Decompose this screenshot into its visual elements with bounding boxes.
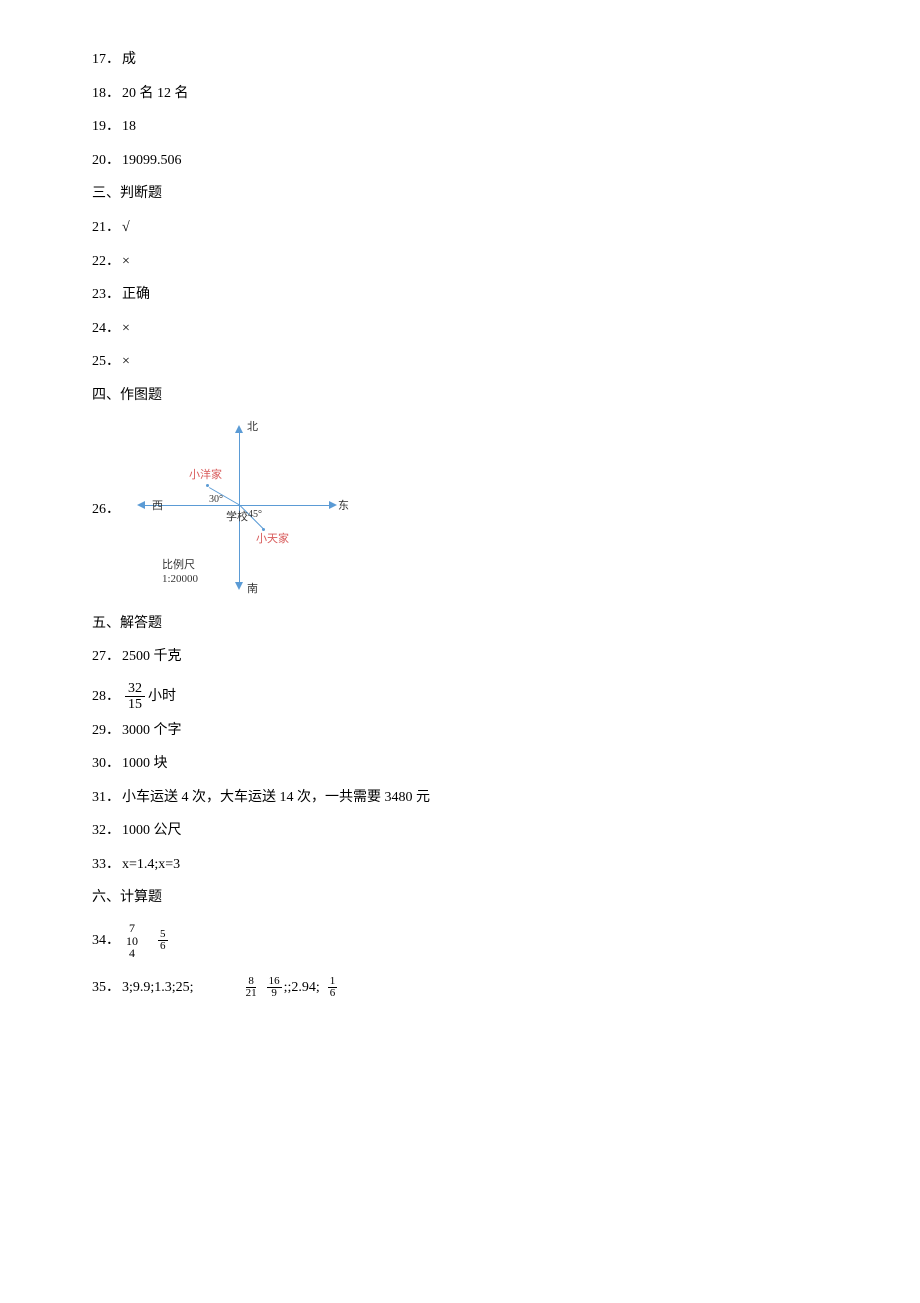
answer-text: 19099.506 bbox=[122, 151, 182, 171]
answer-num: 31． bbox=[92, 788, 120, 808]
answer-num: 30． bbox=[92, 754, 120, 774]
answer-text: 2500 千克 bbox=[122, 647, 182, 667]
arrow-east-icon bbox=[329, 501, 337, 509]
answer-25: 25． × bbox=[92, 352, 920, 372]
fraction-35b: 16 9 bbox=[267, 976, 282, 1000]
answer-17: 17． 成 bbox=[92, 50, 920, 70]
answer-text: 20 名 12 名 bbox=[122, 84, 189, 104]
answer-29: 29． 3000 个字 bbox=[92, 721, 920, 741]
answer-num: 22． bbox=[92, 252, 120, 272]
section-3-title: 三、判断题 bbox=[92, 184, 920, 204]
answer-text: 3000 个字 bbox=[122, 721, 182, 741]
fraction-denominator: 6 bbox=[158, 941, 168, 953]
label-house1: 小洋家 bbox=[189, 468, 222, 483]
answer-text: × bbox=[122, 319, 130, 339]
answer-text: 1000 块 bbox=[122, 754, 168, 774]
label-south: 南 bbox=[247, 582, 258, 597]
dot-house1 bbox=[206, 484, 209, 487]
fraction-denominator: 15 bbox=[125, 697, 145, 712]
label-north: 北 bbox=[247, 420, 258, 435]
fraction-35c: 1 6 bbox=[328, 976, 338, 1000]
answer-28: 28． 32 15 小时 bbox=[92, 681, 920, 713]
answer-text: 成 bbox=[122, 50, 136, 70]
answer-num: 32． bbox=[92, 821, 120, 841]
answer-num: 33． bbox=[92, 855, 120, 875]
answer-34: 34． 7 10 4 5 6 bbox=[92, 922, 920, 960]
answer-num: 20． bbox=[92, 151, 120, 171]
answer-text: × bbox=[122, 252, 130, 272]
arrow-north-icon bbox=[235, 425, 243, 433]
answer-27: 27． 2500 千克 bbox=[92, 647, 920, 667]
section-4-title: 四、作图题 bbox=[92, 386, 920, 406]
answer-18: 18． 20 名 12 名 bbox=[92, 84, 920, 104]
dot-house2 bbox=[262, 528, 265, 531]
stacked-numbers: 7 10 4 bbox=[126, 922, 138, 960]
answer-22: 22． × bbox=[92, 252, 920, 272]
label-east: 东 bbox=[338, 499, 349, 514]
answer-num: 28． bbox=[92, 687, 120, 707]
answer-text: √ bbox=[122, 218, 130, 238]
stack-top: 7 bbox=[129, 922, 135, 935]
answer-text: 正确 bbox=[122, 285, 150, 305]
answer-24: 24． × bbox=[92, 319, 920, 339]
answer-text: 18 bbox=[122, 117, 136, 137]
answer-text-part1: 3;9.9;1.3;25; bbox=[122, 978, 194, 998]
answer-text-sep: ;;2.94; bbox=[284, 978, 320, 998]
answer-num: 23． bbox=[92, 285, 120, 305]
stack-bot: 4 bbox=[129, 947, 135, 960]
fraction-denominator: 9 bbox=[269, 988, 279, 1000]
fraction-28: 32 15 bbox=[125, 681, 145, 713]
answer-num: 27． bbox=[92, 647, 120, 667]
section-6-title: 六、计算题 bbox=[92, 888, 920, 908]
label-angle1: 30° bbox=[209, 493, 223, 507]
label-house2: 小天家 bbox=[256, 532, 289, 547]
answer-suffix: 小时 bbox=[148, 687, 176, 707]
answer-32: 32． 1000 公尺 bbox=[92, 821, 920, 841]
answer-26: 26． 北 南 东 西 学校 小洋家 小天家 30° 45° 比例尺 1:200… bbox=[92, 420, 920, 600]
answer-20: 20． 19099.506 bbox=[92, 151, 920, 171]
answer-num: 34． bbox=[92, 931, 120, 951]
label-scale-value: 1:20000 bbox=[162, 572, 198, 587]
fraction-34b: 5 6 bbox=[158, 929, 168, 953]
section-5-title: 五、解答题 bbox=[92, 614, 920, 634]
answer-text: 1000 公尺 bbox=[122, 821, 182, 841]
fraction-35a: 8 21 bbox=[244, 976, 259, 1000]
answer-text: 小车运送 4 次，大车运送 14 次，一共需要 3480 元 bbox=[122, 788, 430, 808]
answer-num: 24． bbox=[92, 319, 120, 339]
arrow-west-icon bbox=[137, 501, 145, 509]
arrow-south-icon bbox=[235, 582, 243, 590]
answer-num: 19． bbox=[92, 117, 120, 137]
answer-num: 21． bbox=[92, 218, 120, 238]
label-west: 西 bbox=[152, 499, 163, 514]
answer-num: 18． bbox=[92, 84, 120, 104]
fraction-numerator: 32 bbox=[125, 681, 145, 697]
answer-num: 25． bbox=[92, 352, 120, 372]
answer-19: 19． 18 bbox=[92, 117, 920, 137]
answer-num: 35． bbox=[92, 978, 120, 998]
label-angle2: 45° bbox=[248, 508, 262, 522]
answer-31: 31． 小车运送 4 次，大车运送 14 次，一共需要 3480 元 bbox=[92, 788, 920, 808]
answer-num: 17． bbox=[92, 50, 120, 70]
answer-num: 26． bbox=[92, 500, 120, 520]
answer-text: × bbox=[122, 352, 130, 372]
answer-23: 23． 正确 bbox=[92, 285, 920, 305]
answer-num: 29． bbox=[92, 721, 120, 741]
answer-21: 21． √ bbox=[92, 218, 920, 238]
fraction-denominator: 6 bbox=[328, 988, 338, 1000]
answer-text: x=1.4;x=3 bbox=[122, 855, 180, 875]
label-school: 学校 bbox=[226, 510, 248, 525]
answer-33: 33． x=1.4;x=3 bbox=[92, 855, 920, 875]
fraction-denominator: 21 bbox=[244, 988, 259, 1000]
compass-diagram: 北 南 东 西 学校 小洋家 小天家 30° 45° 比例尺 1:20000 bbox=[134, 420, 344, 600]
answer-35: 35． 3;9.9;1.3;25; 8 21 16 9 ;;2.94; 1 6 bbox=[92, 976, 920, 1000]
answer-30: 30． 1000 块 bbox=[92, 754, 920, 774]
